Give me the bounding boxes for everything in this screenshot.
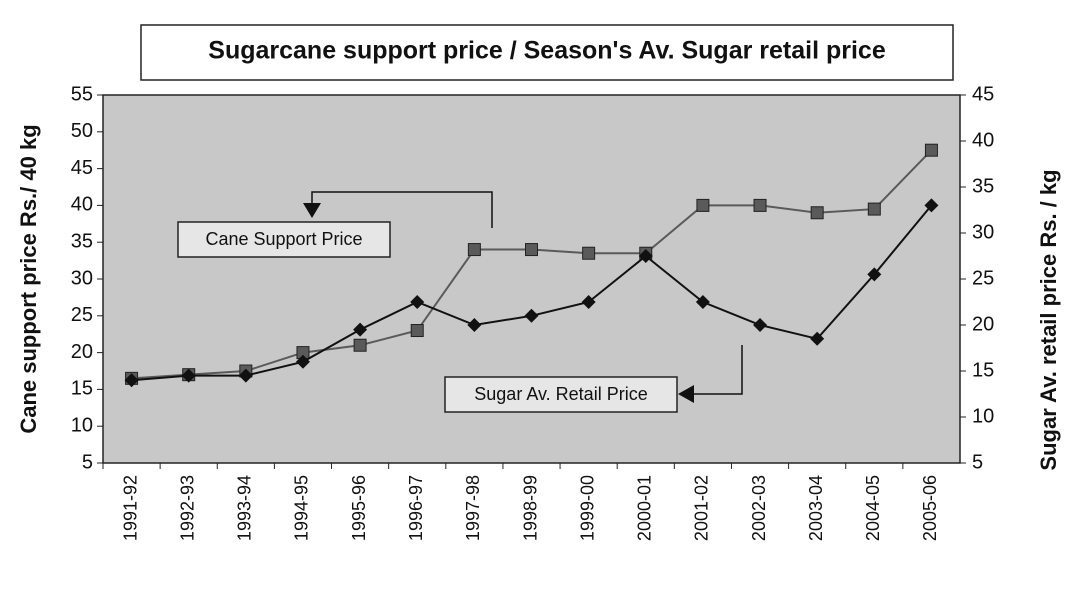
y2-tick-label: 40 xyxy=(972,129,994,151)
y-tick-label: 35 xyxy=(71,230,93,252)
note-arrow xyxy=(678,385,694,403)
y-tick-label: 40 xyxy=(71,194,93,216)
x-tick-label: 2002-03 xyxy=(749,475,769,541)
x-tick-label: 2003-04 xyxy=(806,475,826,541)
square-marker xyxy=(410,324,424,338)
y2-axis-title: Sugar Av. retail price Rs. / kg xyxy=(1036,169,1061,470)
x-tick-label: 2004-05 xyxy=(863,475,883,541)
x-tick-label: 1998-99 xyxy=(520,475,540,541)
square-marker xyxy=(353,338,367,352)
note-arrow xyxy=(303,203,321,218)
y-tick-label: 25 xyxy=(71,304,93,326)
square-marker xyxy=(582,246,596,260)
y-axis-title: Cane support price Rs./ 40 kg xyxy=(16,124,41,433)
note-connector xyxy=(692,345,743,395)
diamond-marker xyxy=(581,295,596,309)
x-tick-label: 1996-97 xyxy=(406,475,426,541)
x-tick-label: 2005-06 xyxy=(920,475,940,541)
x-tick-label: 1991-92 xyxy=(120,475,140,541)
y-tick-label: 15 xyxy=(71,378,93,400)
title-box xyxy=(140,24,954,81)
note-text: Sugar Av. Retail Price xyxy=(474,384,647,404)
diamond-marker xyxy=(467,318,482,332)
square-marker xyxy=(924,143,938,157)
diamond-marker xyxy=(524,308,539,323)
y2-tick-label: 30 xyxy=(972,221,994,243)
diamond-marker xyxy=(181,368,196,383)
y2-tick-label: 45 xyxy=(972,83,994,105)
sugar-note: Sugar Av. Retail Price xyxy=(444,345,743,413)
x-tick-label: 1999-00 xyxy=(577,475,597,541)
note-box xyxy=(177,221,391,258)
diamond-marker xyxy=(924,198,939,213)
diamond-marker xyxy=(810,331,825,346)
square-marker xyxy=(467,243,481,257)
diamond-marker xyxy=(238,368,253,383)
square-marker xyxy=(696,198,710,212)
diamond-marker xyxy=(410,295,425,309)
diamond-marker xyxy=(353,322,368,337)
x-tick-label: 1992-93 xyxy=(177,475,197,541)
y2-tick-label: 10 xyxy=(972,405,994,427)
x-tick-label: 2001-02 xyxy=(692,475,712,541)
y2-tick-label: 35 xyxy=(972,175,994,197)
y-tick-label: 50 xyxy=(71,120,93,142)
y-tick-label: 45 xyxy=(71,157,93,179)
square-marker xyxy=(867,202,881,216)
x-tick-label: 1994-95 xyxy=(292,475,312,541)
x-tick-label: 1993-94 xyxy=(235,475,255,541)
diamond-marker xyxy=(295,354,310,369)
y-tick-label: 20 xyxy=(71,341,93,363)
note-text: Cane Support Price xyxy=(205,229,362,249)
square-marker xyxy=(525,243,538,257)
y-tick-label: 55 xyxy=(71,83,93,105)
square-marker xyxy=(810,206,824,220)
diamond-marker xyxy=(124,373,139,388)
diamond-marker xyxy=(638,249,653,263)
y-tick-label: 30 xyxy=(71,267,93,289)
y-tick-label: 5 xyxy=(82,451,93,473)
x-tick-label: 2000-01 xyxy=(635,475,655,541)
note-box xyxy=(444,376,678,413)
diamond-marker xyxy=(867,267,882,282)
diamond-marker xyxy=(753,318,768,332)
square-marker xyxy=(753,198,767,212)
y2-tick-label: 20 xyxy=(972,313,994,335)
chart-title: Sugarcane support price / Season's Av. S… xyxy=(208,37,886,65)
note-connector xyxy=(311,191,493,228)
diamond-marker xyxy=(695,295,710,309)
y2-tick-label: 15 xyxy=(972,359,994,381)
y2-tick-label: 5 xyxy=(972,451,983,473)
y2-tick-label: 25 xyxy=(972,267,994,289)
x-tick-label: 1997-98 xyxy=(463,475,483,541)
x-tick-label: 1995-96 xyxy=(349,475,369,541)
cane-note: Cane Support Price xyxy=(177,191,493,258)
y-tick-label: 10 xyxy=(71,414,93,436)
